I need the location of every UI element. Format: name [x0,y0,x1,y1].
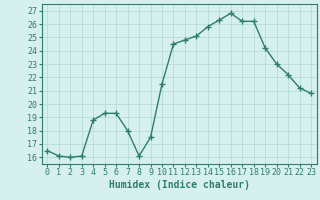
X-axis label: Humidex (Indice chaleur): Humidex (Indice chaleur) [109,180,250,190]
